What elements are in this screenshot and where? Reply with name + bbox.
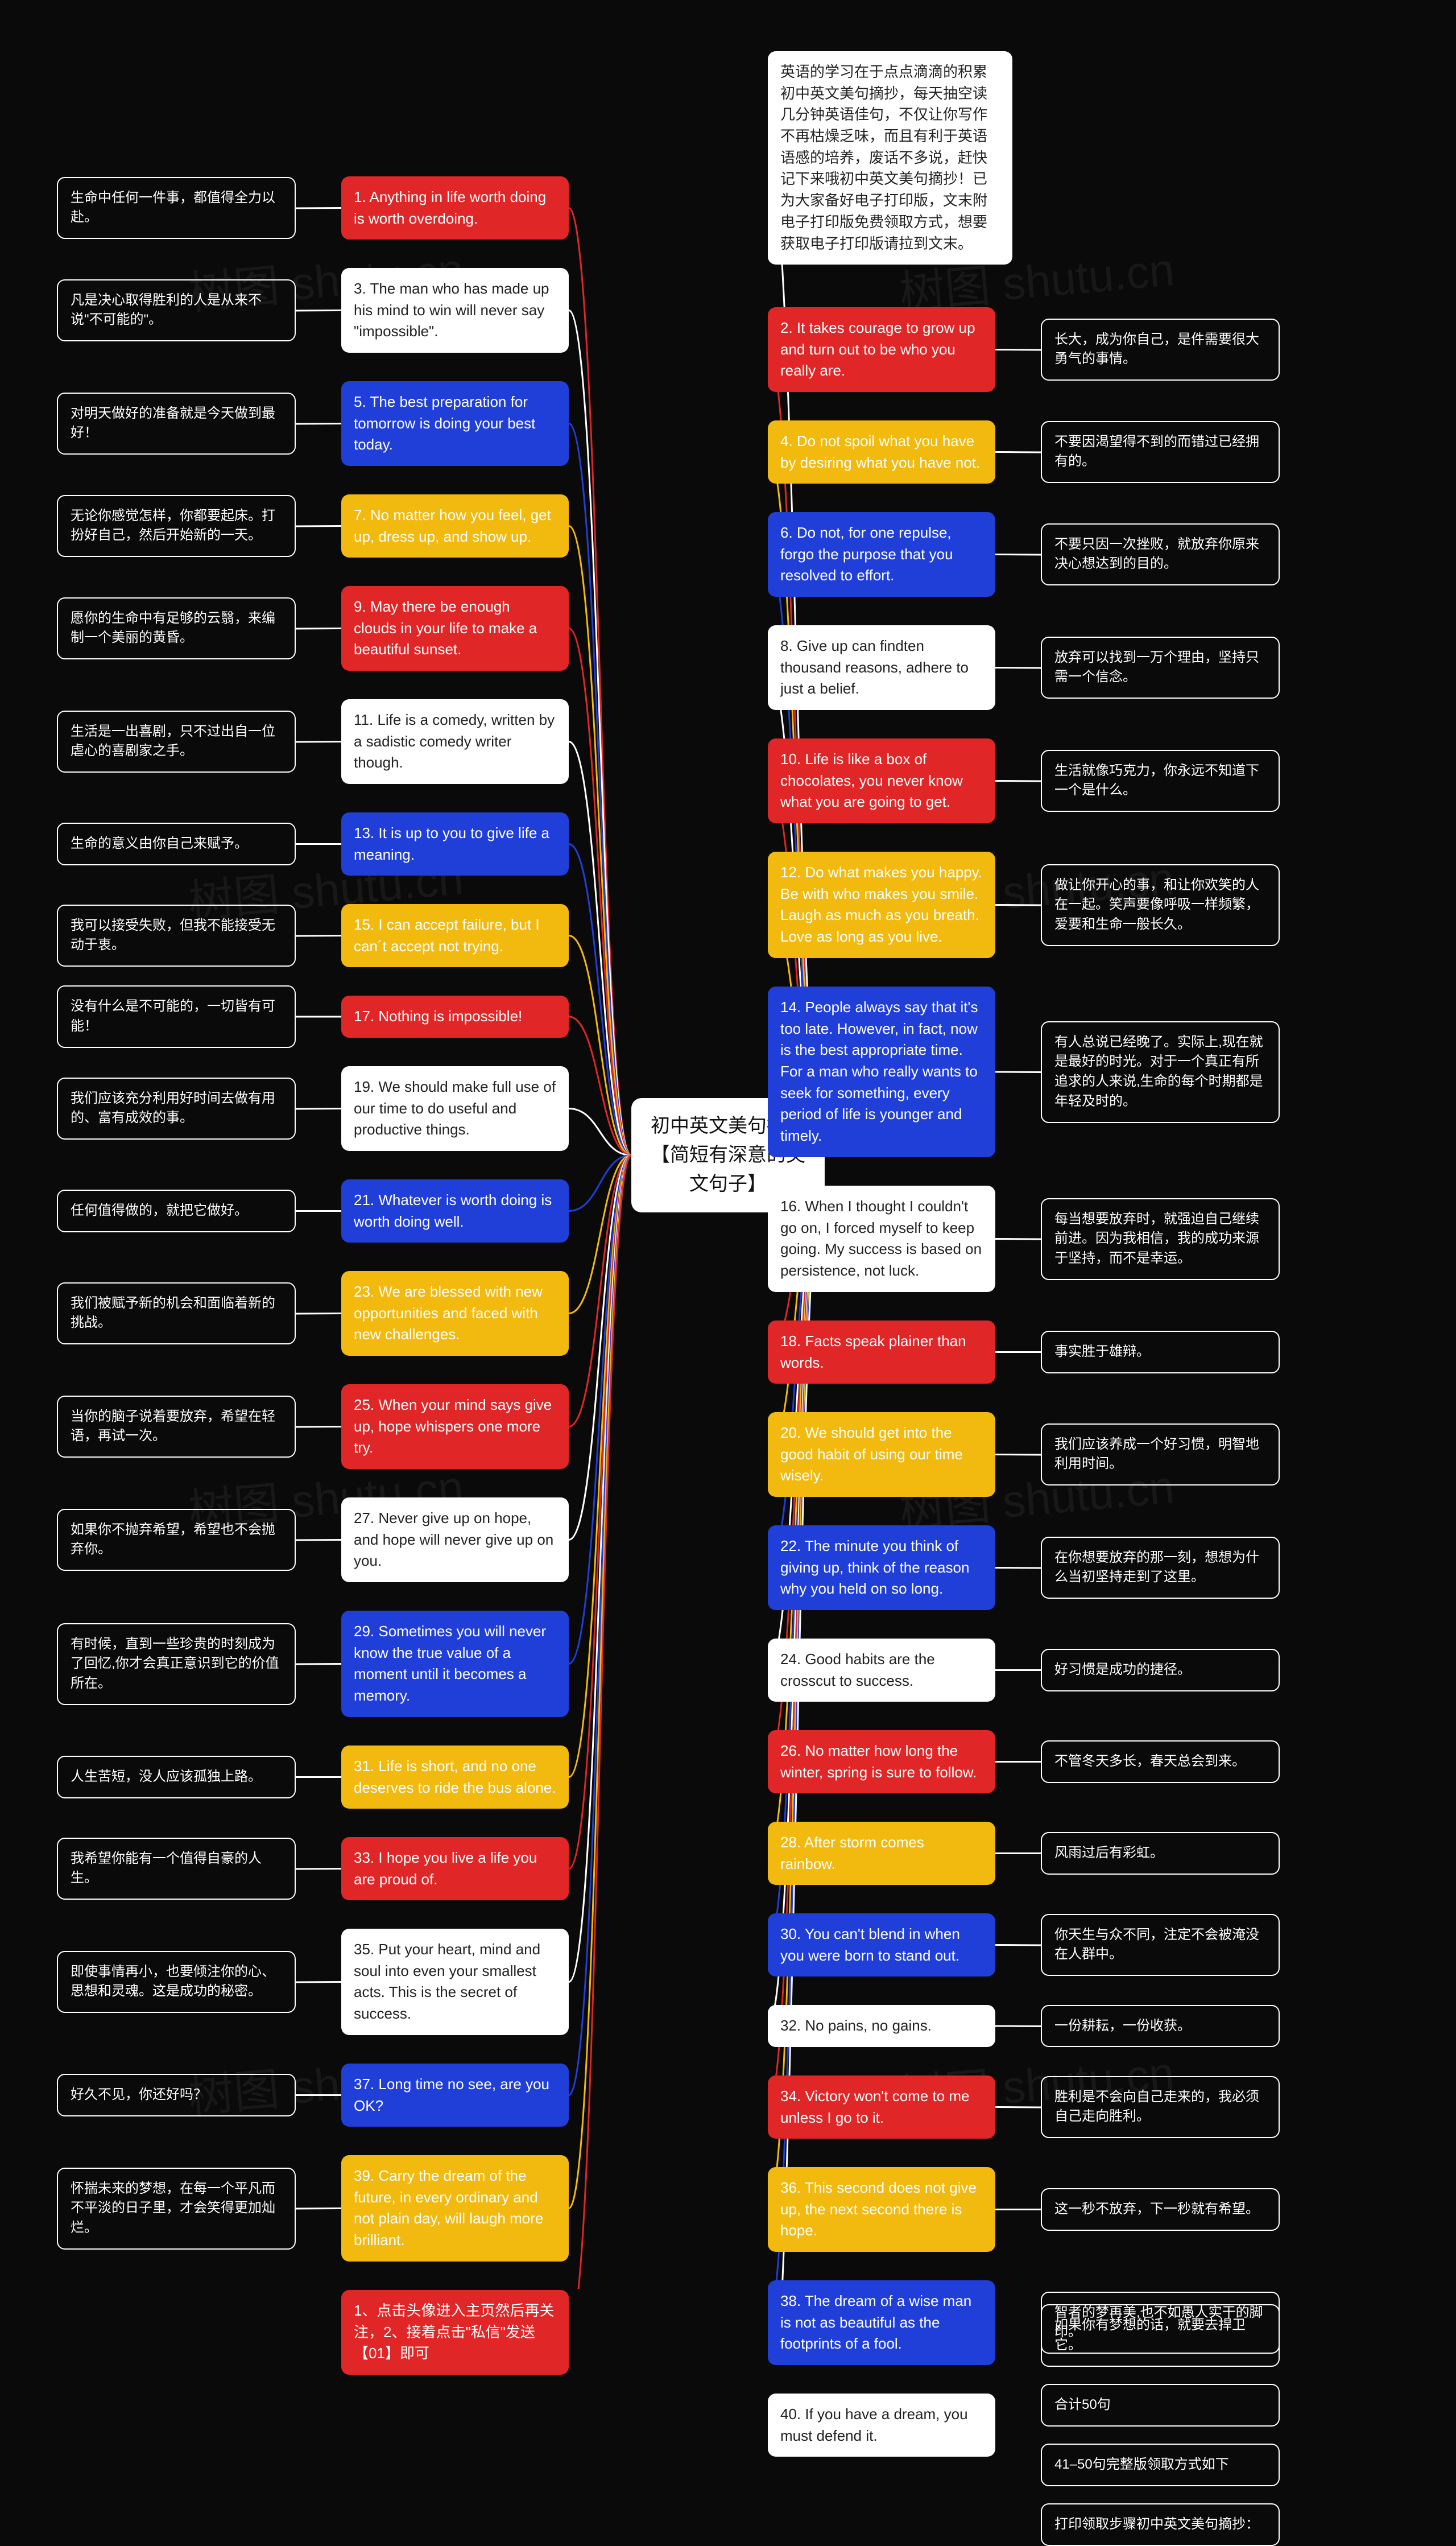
comment-40-2: 41–50句完整版领取方式如下 [1041,2444,1280,2486]
comment-35: 即使事情再小，也要倾注你的心、思想和灵魂。这是成功的秘密。 [57,1951,296,2013]
comment-14: 有人总说已经晚了。实际上,现在就是最好的时光。对于一个真正有所追求的人来说,生命… [1041,1021,1280,1123]
quote-99: 1、点击头像进入主页然后再关注，2、接着点击"私信"发送【01】即可 [341,2290,569,2375]
quote-16: 16. When I thought I couldn't go on, I f… [768,1186,995,1292]
comment-32: 一份耕耘，一份收获。 [1041,2005,1280,2048]
comment-5: 对明天做好的准备就是今天做到最好！ [57,393,296,455]
comment-7: 无论你感觉怎样，你都要起床。打扮好自己，然后开始新的一天。 [57,495,296,558]
comment-13: 生命的意义由你自己来赋予。 [57,823,296,865]
comment-17: 没有什么是不可能的，一切皆有可能！ [57,985,296,1048]
quote-25: 25. When your mind says give up, hope wh… [341,1384,569,1469]
comment-39: 怀揣未来的梦想，在每一个平凡而不平淡的日子里，才会笑得更加灿烂。 [57,2168,296,2250]
comment-18: 事实胜于雄辩。 [1041,1331,1280,1373]
comment-21: 任何值得做的，就把它做好。 [57,1190,296,1232]
quote-6: 6. Do not, for one repulse, forgo the pu… [768,512,995,597]
comment-16: 每当想要放弃时，就强迫自己继续前进。因为我相信，我的成功来源于坚持，而不是幸运。 [1041,1198,1280,1280]
quote-28: 28. After storm comes rainbow. [768,1822,995,1885]
quote-27: 27. Never give up on hope, and hope will… [341,1497,569,1582]
comment-26: 不管冬天多长，春天总会到来。 [1041,1740,1280,1783]
mindmap-stage: 树图 shutu.cn树图 shutu.cn树图 shutu.cn树图 shut… [0,0,1456,2289]
quote-35: 35. Put your heart, mind and soul into e… [341,1929,569,2035]
quote-39: 39. Carry the dream of the future, in ev… [341,2155,569,2262]
quote-18: 18. Facts speak plainer than words. [768,1321,995,1384]
comment-12: 做让你开心的事，和让你欢笑的人在一起。笑声要像呼吸一样频繁，爱要和生命一般长久。 [1041,864,1280,946]
comment-33: 我希望你能有一个值得自豪的人生。 [57,1838,296,1900]
quote-38: 38. The dream of a wise man is not as be… [768,2280,995,2365]
quote-17: 17. Nothing is impossible! [341,996,569,1038]
quote-26: 26. No matter how long the winter, sprin… [768,1730,995,1793]
quote-22: 22. The minute you think of giving up, t… [768,1525,995,1610]
comment-3: 凡是决心取得胜利的人是从来不说"不可能的"。 [57,279,296,342]
comment-40-1: 合计50句 [1041,2384,1280,2427]
quote-1: 1. Anything in life worth doing is worth… [341,176,569,240]
quote-21: 21. Whatever is worth doing is worth doi… [341,1179,569,1243]
quote-30: 30. You can't blend in when you were bor… [768,1913,995,1976]
comment-10: 生活就像巧克力，你永远不知道下一个是什么。 [1041,750,1280,812]
quote-9: 9. May there be enough clouds in your li… [341,586,569,671]
quote-20: 20. We should get into the good habit of… [768,1412,995,1497]
comment-36: 这一秒不放弃，下一秒就有希望。 [1041,2188,1280,2231]
quote-13: 13. It is up to you to give life a meani… [341,812,569,876]
quote-11: 11. Life is a comedy, written by a sadis… [341,699,569,784]
intro-block: 英语的学习在于点点滴滴的积累初中英文美句摘抄，每天抽空读几分钟英语佳句，不仅让你… [768,51,1012,265]
quote-14: 14. People always say that it's too late… [768,987,995,1157]
quote-3: 3. The man who has made up his mind to w… [341,268,569,353]
quote-40: 40. If you have a dream, you must defend… [768,2394,995,2457]
comment-37: 好久不见，你还好吗？ [57,2074,296,2116]
quote-10: 10. Life is like a box of chocolates, yo… [768,738,995,823]
quote-7: 7. No matter how you feel, get up, dress… [341,494,569,558]
comment-24: 好习惯是成功的捷径。 [1041,1649,1280,1691]
quote-37: 37. Long time no see, are you OK? [341,2064,569,2127]
quote-4: 4. Do not spoil what you have by desirin… [768,420,995,484]
quote-24: 24. Good habits are the crosscut to succ… [768,1639,995,1702]
comment-1: 生命中任何一件事，都值得全力以赴。 [57,177,296,240]
quote-19: 19. We should make full use of our time … [341,1066,569,1151]
comment-22: 在你想要放弃的那一刻，想想为什么当初坚持走到了这里。 [1041,1537,1280,1599]
comment-6: 不要只因一次挫败，就放弃你原来决心想达到的目的。 [1041,523,1280,586]
comment-27: 如果你不抛弃希望，希望也不会抛弃你。 [57,1509,296,1571]
quote-5: 5. The best preparation for tomorrow is … [341,381,569,466]
comment-23: 我们被赋予新的机会和面临着新的挑战。 [57,1282,296,1345]
quote-12: 12. Do what makes you happy. Be with who… [768,852,995,958]
quote-33: 33. I hope you live a life you are proud… [341,1837,569,1900]
comment-20: 我们应该养成一个好习惯，明智地利用时间。 [1041,1423,1280,1486]
comment-8: 放弃可以找到一万个理由，坚持只需一个信念。 [1041,637,1280,699]
quote-31: 31. Life is short, and no one deserves t… [341,1746,569,1809]
comment-4: 不要因渴望得不到的而错过已经拥有的。 [1041,421,1280,484]
quote-36: 36. This second does not give up, the ne… [768,2167,995,2252]
comment-34: 胜利是不会向自己走来的，我必须自己走向胜利。 [1041,2076,1280,2139]
comment-11: 生活是一出喜剧，只不过出自一位虐心的喜剧家之手。 [57,711,296,773]
comment-28: 风雨过后有彩虹。 [1041,1832,1280,1875]
comment-15: 我可以接受失败，但我不能接受无动于衷。 [57,905,296,967]
comment-9: 愿你的生命中有足够的云翳，来编制一个美丽的黄昏。 [57,597,296,660]
comment-40-3: 打印领取步骤初中英文美句摘抄： [1041,2503,1280,2546]
quote-8: 8. Give up can findten thousand reasons,… [768,625,995,710]
quote-29: 29. Sometimes you will never know the tr… [341,1611,569,1717]
quote-32: 32. No pains, no gains. [768,2005,995,2047]
comment-40-0: 如果你有梦想的话，就要去捍卫它。 [1041,2304,1280,2367]
comment-19: 我们应该充分利用好时间去做有用的、富有成效的事。 [57,1078,296,1140]
comment-29: 有时候，直到一些珍贵的时刻成为了回忆,你才会真正意识到它的价值所在。 [57,1623,296,1705]
quote-34: 34. Victory won't come to me unless I go… [768,2075,995,2139]
comment-2: 长大，成为你自己，是件需要很大勇气的事情。 [1041,319,1280,381]
comment-30: 你天生与众不同，注定不会被淹没在人群中。 [1041,1914,1280,1976]
quote-2: 2. It takes courage to grow up and turn … [768,307,995,392]
quote-15: 15. I can accept failure, but I can´t ac… [341,904,569,967]
quote-23: 23. We are blessed with new opportunitie… [341,1271,569,1356]
comment-31: 人生苦短，没人应该孤独上路。 [57,1756,296,1798]
comment-25: 当你的脑子说着要放弃，希望在轻语，再试一次。 [57,1396,296,1458]
